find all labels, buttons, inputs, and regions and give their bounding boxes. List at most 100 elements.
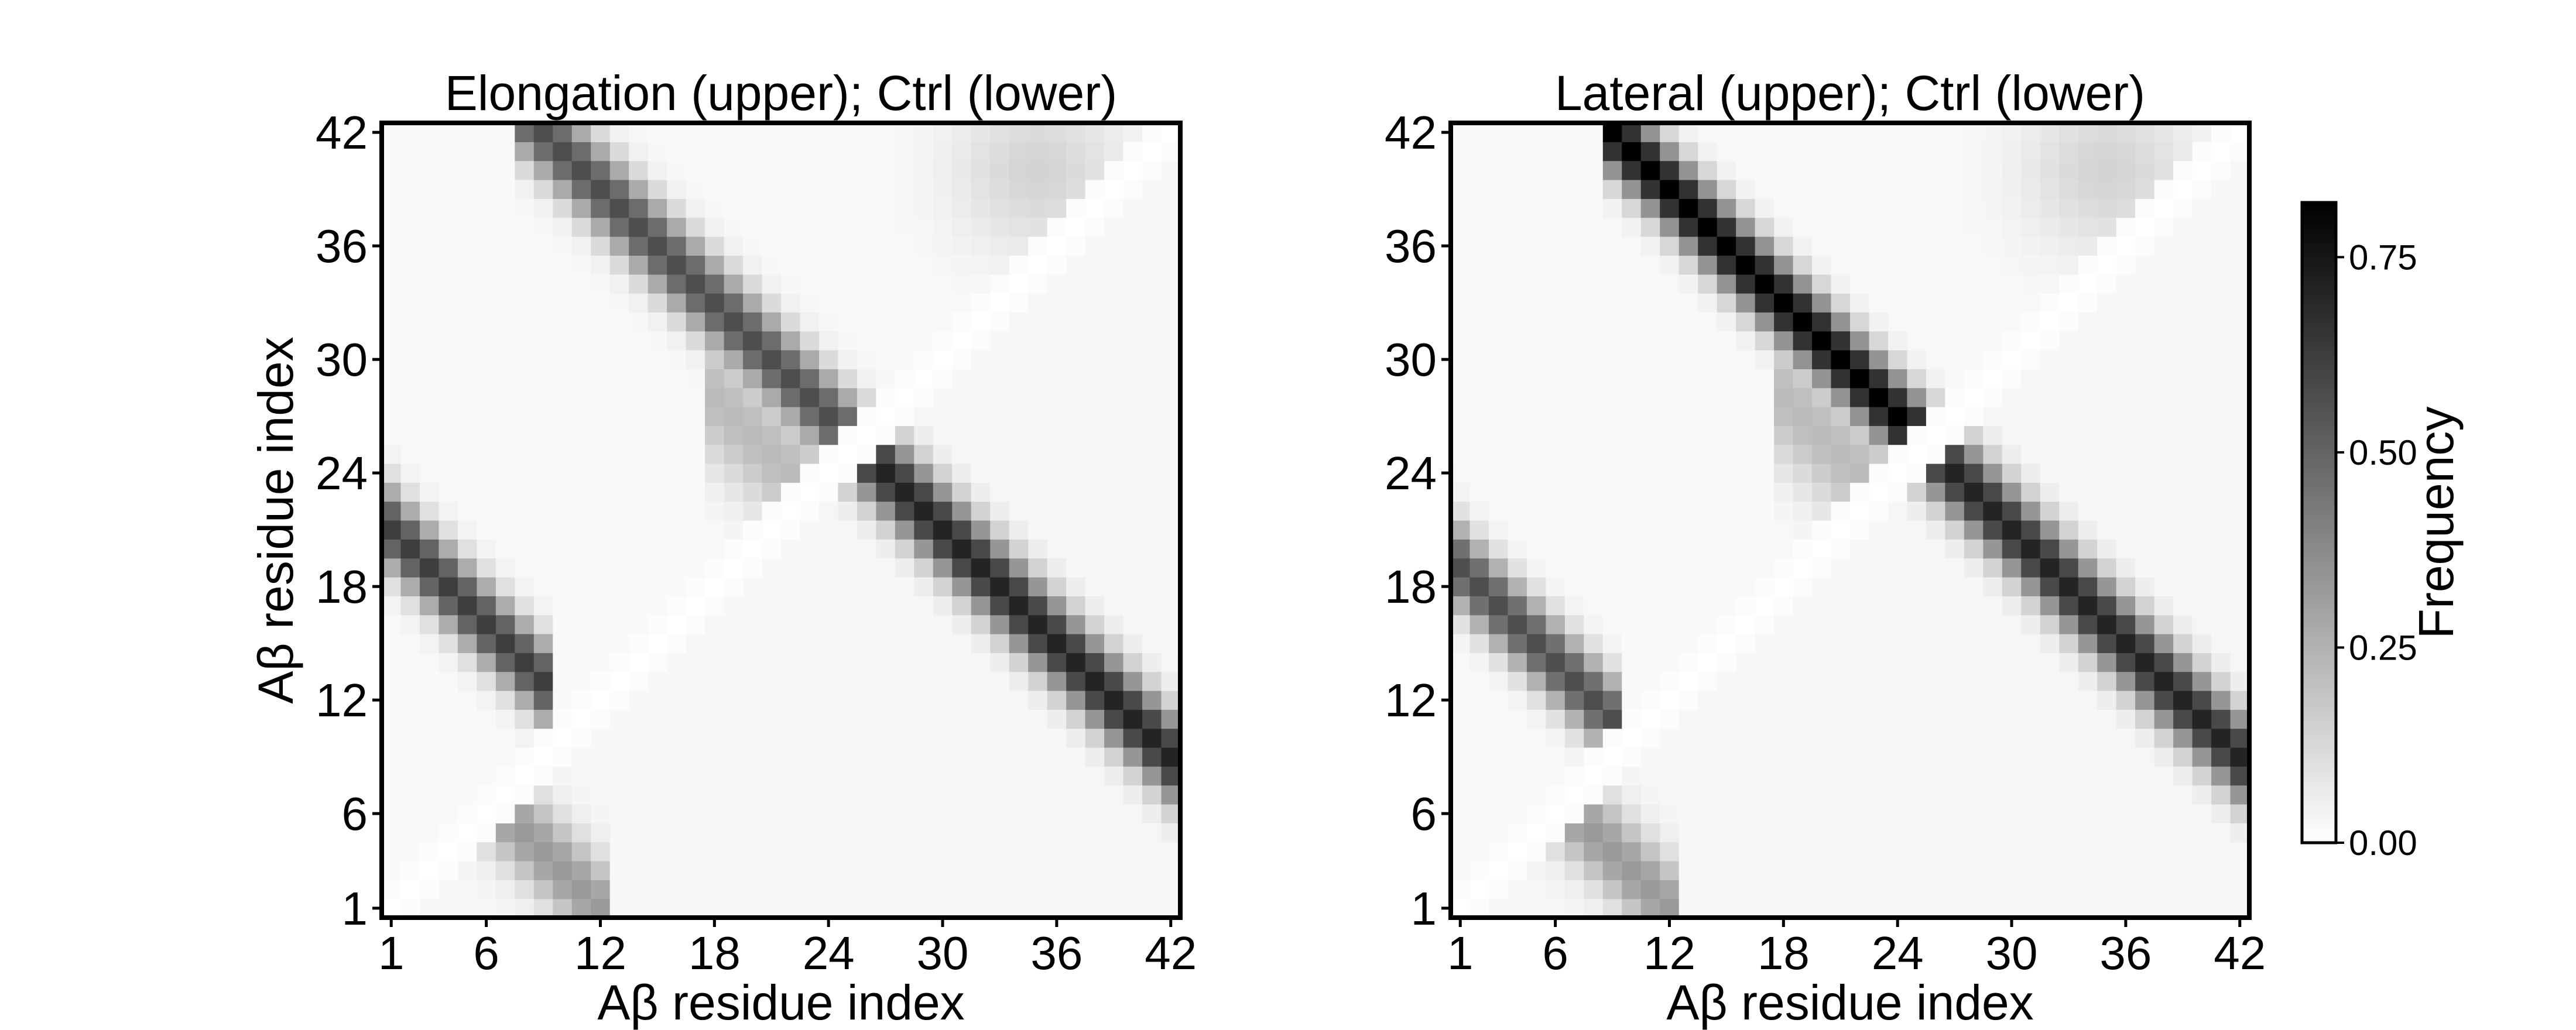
heatmap-cell — [1983, 766, 2003, 786]
heatmap-cell — [1142, 369, 1162, 389]
heatmap-cell — [2021, 898, 2041, 918]
heatmap-cell — [2192, 444, 2212, 464]
heatmap-cell — [2040, 558, 2060, 578]
heatmap-cell — [648, 861, 667, 880]
heatmap-cell — [1736, 861, 1756, 880]
heatmap-cell — [857, 520, 876, 540]
heatmap-cell — [609, 464, 629, 483]
heatmap-cell — [1964, 861, 1984, 880]
heatmap-cell — [2002, 180, 2022, 199]
x-tick-label: 1 — [378, 927, 405, 979]
heatmap-cell — [1869, 747, 1889, 767]
heatmap-cell — [2059, 577, 2079, 596]
heatmap-cell — [876, 217, 896, 237]
heatmap-cell — [705, 709, 725, 729]
heatmap-cell — [1831, 577, 1851, 596]
heatmap-cell — [1850, 350, 1870, 369]
heatmap-cell — [762, 880, 782, 899]
heatmap-cell — [990, 331, 1010, 351]
heatmap-cell — [781, 558, 801, 578]
heatmap-cell — [1508, 425, 1527, 445]
heatmap-cell — [1469, 293, 1489, 313]
heatmap-cell — [724, 634, 744, 653]
heatmap-cell — [2078, 501, 2098, 521]
heatmap-cell — [515, 123, 535, 142]
heatmap-cell — [1047, 274, 1067, 294]
heatmap-cell — [2078, 804, 2098, 823]
heatmap-cell — [1888, 653, 1908, 672]
heatmap-cell — [1660, 804, 1680, 823]
heatmap-cell — [952, 671, 972, 691]
heatmap-cell — [457, 482, 477, 502]
heatmap-cell — [895, 255, 914, 275]
heatmap-cell — [1945, 255, 1965, 275]
heatmap-cell — [1678, 444, 1698, 464]
heatmap-cell — [609, 369, 629, 389]
heatmap-cell — [591, 312, 611, 332]
heatmap-cell — [400, 217, 420, 237]
heatmap-cell — [400, 520, 420, 540]
heatmap-cell — [2154, 501, 2174, 521]
heatmap-cell — [477, 142, 496, 162]
heatmap-cell — [609, 198, 629, 218]
heatmap-cell — [724, 823, 744, 843]
heatmap-cell — [2002, 387, 2022, 407]
heatmap-cell — [1678, 350, 1698, 369]
heatmap-cell — [1907, 861, 1927, 880]
heatmap-cell — [609, 596, 629, 616]
heatmap-cell — [2097, 407, 2117, 426]
heatmap-cell — [400, 444, 420, 464]
heatmap-cell — [971, 728, 991, 748]
heatmap-cell — [1678, 255, 1698, 275]
heatmap-cell — [838, 577, 858, 596]
heatmap-cell — [857, 634, 876, 653]
heatmap-cell — [914, 823, 934, 843]
heatmap-cell — [1678, 274, 1698, 294]
heatmap-cell — [495, 293, 515, 313]
heatmap-cell — [743, 350, 763, 369]
heatmap-cell — [838, 558, 858, 578]
heatmap-cell — [2040, 709, 2060, 729]
heatmap-cell — [2211, 823, 2231, 843]
heatmap-cell — [1123, 482, 1143, 502]
heatmap-cell — [1945, 369, 1965, 389]
heatmap-cell — [1622, 842, 1642, 861]
heatmap-cell — [857, 217, 876, 237]
heatmap-cell — [724, 293, 744, 313]
heatmap-cell — [2230, 634, 2250, 653]
heatmap-cell — [1066, 293, 1086, 313]
heatmap-cell — [1047, 539, 1067, 559]
heatmap-cell — [2078, 350, 2098, 369]
heatmap-cell — [1926, 577, 1945, 596]
heatmap-cell — [1451, 444, 1471, 464]
heatmap-cell — [800, 425, 820, 445]
heatmap-cell — [895, 293, 914, 313]
heatmap-cell — [1546, 785, 1566, 805]
heatmap-cell — [1850, 331, 1870, 351]
heatmap-cell — [2116, 312, 2136, 332]
heatmap-cell — [495, 350, 515, 369]
heatmap-cell — [1104, 634, 1124, 653]
heatmap-cell — [2211, 785, 2231, 805]
heatmap-cell — [591, 577, 611, 596]
heatmap-cell — [1142, 766, 1162, 786]
heatmap-cell — [2078, 387, 2098, 407]
heatmap-cell — [762, 293, 782, 313]
heatmap-cell — [2192, 804, 2212, 823]
heatmap-cell — [667, 596, 687, 616]
heatmap-cell — [1812, 653, 1832, 672]
heatmap-cell — [2154, 444, 2174, 464]
heatmap-cell — [2135, 577, 2155, 596]
heatmap-cell — [2040, 842, 2060, 861]
heatmap-cell — [724, 614, 744, 634]
heatmap-cell — [382, 709, 402, 729]
heatmap-cell — [686, 898, 705, 918]
heatmap-cell — [2002, 331, 2022, 351]
heatmap-cell — [400, 236, 420, 256]
heatmap-cell — [2154, 558, 2174, 578]
heatmap-cell — [1546, 255, 1566, 275]
heatmap-cell — [1123, 501, 1143, 521]
heatmap-cell — [1907, 691, 1927, 710]
heatmap-cell — [2211, 653, 2231, 672]
heatmap-cell — [1888, 255, 1908, 275]
